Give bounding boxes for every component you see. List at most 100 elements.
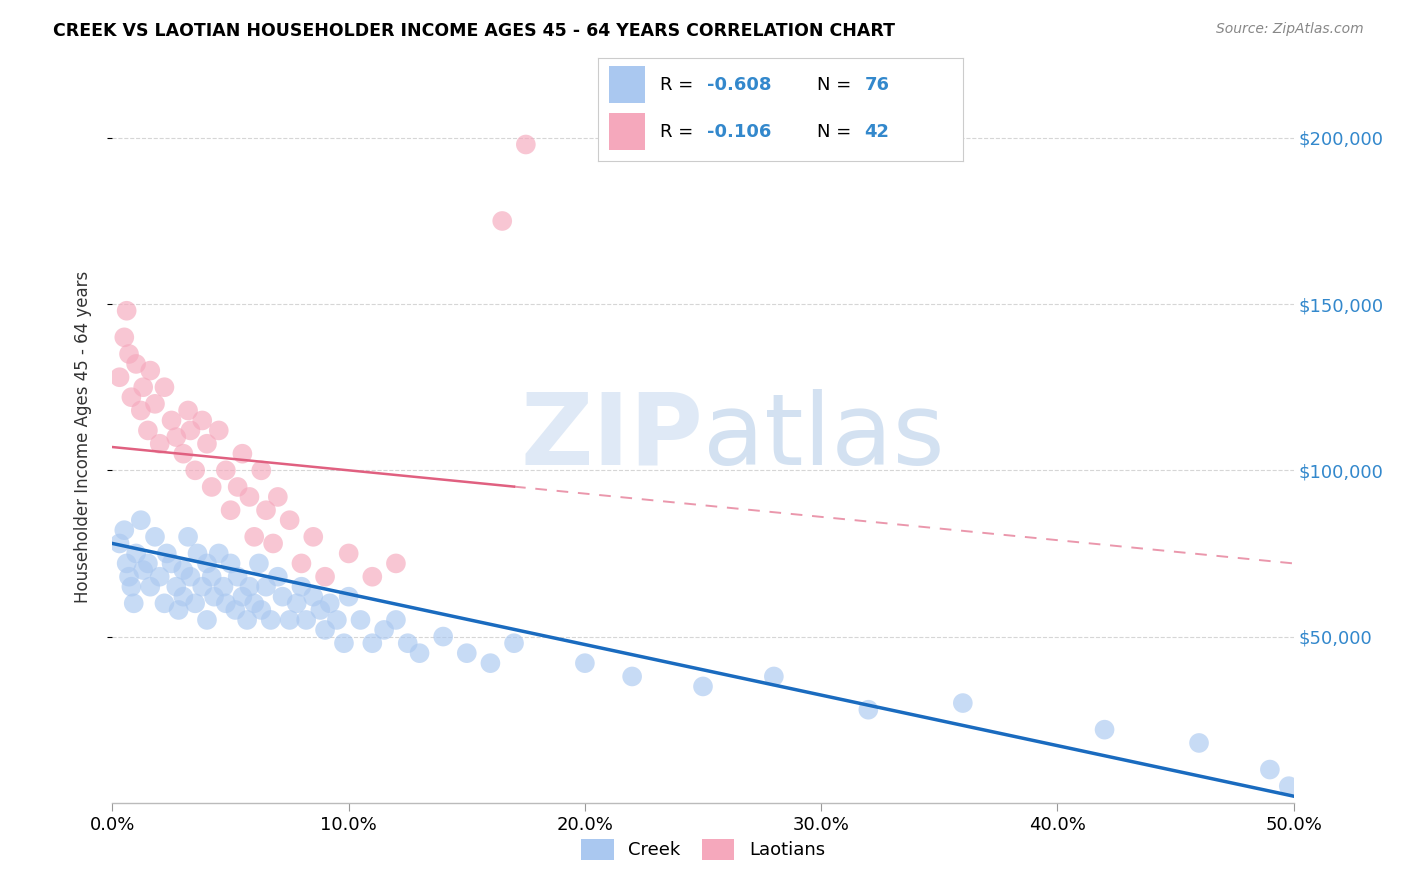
Point [201, 570, 224, 584]
Point [215, 463, 238, 477]
Point [153, 380, 176, 394]
Point [179, 570, 201, 584]
Point [219, 503, 242, 517]
Point [408, 646, 430, 660]
Point [295, 613, 318, 627]
Point [191, 580, 214, 594]
Point [515, 137, 537, 152]
Point [143, 530, 166, 544]
Legend: Creek, Laotians: Creek, Laotians [574, 831, 832, 867]
Point [250, 603, 273, 617]
Point [260, 613, 283, 627]
Text: Source: ZipAtlas.com: Source: ZipAtlas.com [1216, 22, 1364, 37]
Point [184, 463, 207, 477]
Point [396, 636, 419, 650]
Point [1094, 723, 1116, 737]
Point [361, 636, 384, 650]
Point [247, 557, 270, 571]
Point [236, 613, 259, 627]
Point [165, 430, 187, 444]
Point [302, 530, 325, 544]
Text: -0.106: -0.106 [707, 123, 772, 141]
Point [195, 436, 218, 450]
Text: R =: R = [659, 76, 699, 94]
Point [125, 357, 148, 371]
Point [385, 557, 408, 571]
FancyBboxPatch shape [609, 66, 645, 103]
Point [373, 623, 395, 637]
Point [215, 596, 238, 610]
Point [333, 636, 356, 650]
Text: CREEK VS LAOTIAN HOUSEHOLDER INCOME AGES 45 - 64 YEARS CORRELATION CHART: CREEK VS LAOTIAN HOUSEHOLDER INCOME AGES… [53, 22, 896, 40]
Point [129, 513, 152, 527]
Point [290, 580, 312, 594]
Point [314, 623, 336, 637]
Point [112, 523, 135, 537]
Point [122, 596, 145, 610]
Point [231, 590, 253, 604]
Text: R =: R = [659, 123, 699, 141]
Point [136, 557, 159, 571]
Point [201, 480, 224, 494]
Point [238, 490, 260, 504]
Point [479, 656, 502, 670]
Point [621, 669, 644, 683]
Point [143, 397, 166, 411]
Point [149, 436, 172, 450]
Point [250, 463, 273, 477]
Point [1188, 736, 1211, 750]
Point [574, 656, 596, 670]
FancyBboxPatch shape [609, 113, 645, 150]
Point [149, 570, 172, 584]
Point [177, 530, 200, 544]
Text: 42: 42 [865, 123, 890, 141]
Text: N =: N = [817, 76, 856, 94]
Text: N =: N = [817, 123, 856, 141]
Point [186, 546, 208, 560]
Point [1258, 763, 1281, 777]
Point [858, 703, 880, 717]
Point [326, 613, 349, 627]
Point [172, 563, 194, 577]
Point [285, 596, 308, 610]
Point [267, 490, 290, 504]
Point [129, 403, 152, 417]
Point [118, 570, 141, 584]
Point [202, 590, 225, 604]
Point [212, 580, 235, 594]
Point [337, 590, 360, 604]
Point [243, 596, 266, 610]
Point [226, 480, 249, 494]
Point [195, 557, 218, 571]
Point [118, 347, 141, 361]
Point [432, 630, 454, 644]
Point [132, 380, 155, 394]
Point [349, 613, 371, 627]
Point [153, 596, 176, 610]
Point [271, 590, 294, 604]
Point [108, 536, 131, 550]
Point [503, 636, 526, 650]
Point [278, 613, 301, 627]
Point [195, 613, 218, 627]
Text: 76: 76 [865, 76, 890, 94]
Point [226, 570, 249, 584]
Point [115, 557, 138, 571]
Point [231, 447, 253, 461]
Point [1278, 779, 1301, 793]
Point [136, 424, 159, 438]
Point [314, 570, 336, 584]
Point [160, 557, 183, 571]
Point [172, 447, 194, 461]
Y-axis label: Householder Income Ages 45 - 64 years: Householder Income Ages 45 - 64 years [73, 271, 91, 603]
Point [952, 696, 974, 710]
Point [179, 424, 201, 438]
Point [208, 546, 231, 560]
Point [278, 513, 301, 527]
Point [177, 403, 200, 417]
Point [762, 669, 785, 683]
Point [172, 590, 194, 604]
Point [208, 424, 231, 438]
Point [243, 530, 266, 544]
Point [309, 603, 332, 617]
